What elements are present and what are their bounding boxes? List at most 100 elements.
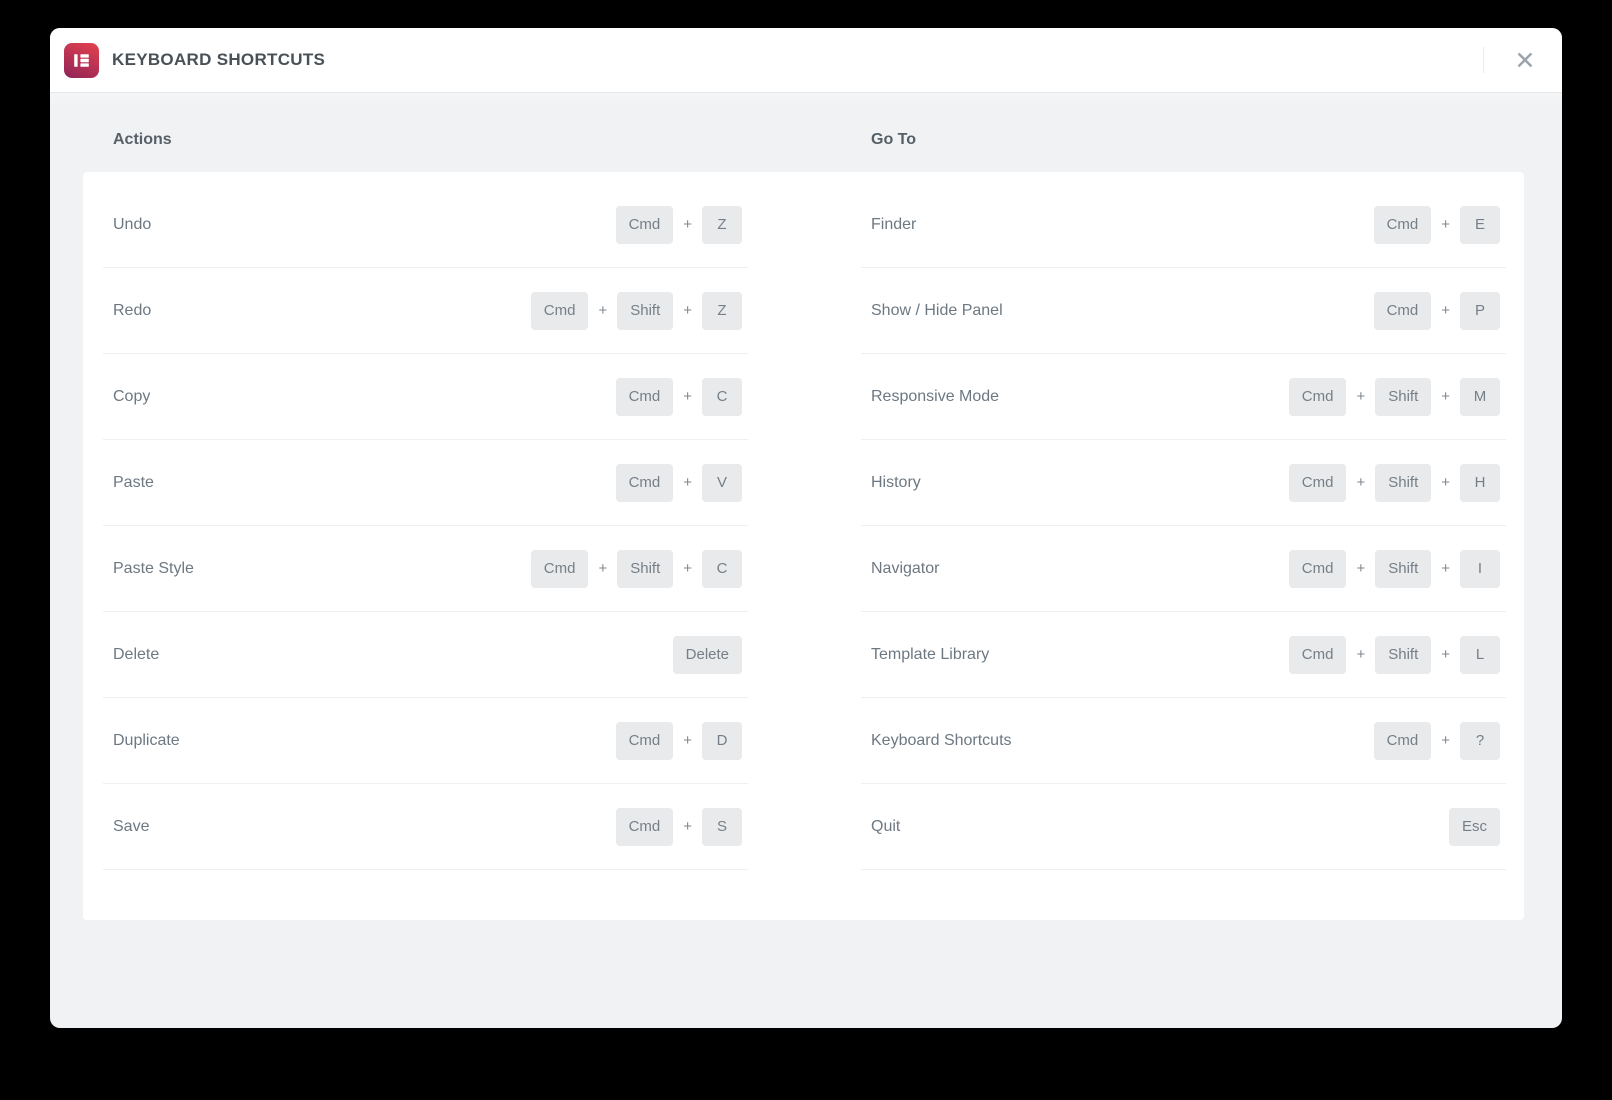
shortcut-row: Keyboard Shortcuts Cmd +?: [861, 698, 1506, 784]
plus-separator: +: [1441, 646, 1450, 663]
plus-separator: +: [1356, 646, 1366, 663]
dialog-header: KEYBOARD SHORTCUTS ✕: [50, 28, 1562, 93]
plus-separator: +: [1441, 216, 1450, 233]
plus-separator: +: [1441, 302, 1450, 319]
key-cap: Z: [702, 205, 742, 244]
key-cap: Cmd: [615, 721, 674, 760]
shortcut-row: Duplicate Cmd + D: [103, 698, 748, 784]
shortcut-keys: Delete: [672, 635, 742, 674]
shortcut-keys: Cmd +?: [1373, 721, 1500, 760]
key-cap: M: [1460, 377, 1500, 416]
plus-separator: +: [1441, 388, 1450, 405]
shortcut-row: Responsive Mode Cmd + Shift + M: [861, 354, 1506, 440]
key-cap: I: [1460, 549, 1500, 588]
shortcuts-panel: Undo Cmd + Z Redo Cmd + Shift + Z Copy Cmd + C Paste Cm…: [83, 172, 1524, 920]
shortcut-keys: Cmd + S: [615, 807, 742, 846]
key-cap: Shift: [1375, 463, 1432, 502]
shortcut-keys: Esc: [1448, 807, 1500, 846]
shortcut-keys: Cmd + Shift + C: [530, 549, 742, 588]
shortcut-keys: Cmd + C: [615, 377, 742, 416]
shortcut-label: Paste: [113, 473, 154, 491]
shortcut-keys: Cmd + E: [1373, 205, 1500, 244]
goto-heading: Go To: [871, 131, 917, 148]
shortcut-label: Duplicate: [113, 731, 180, 749]
shortcut-label: Delete: [113, 645, 160, 663]
key-cap: Cmd: [1373, 205, 1432, 244]
key-cap: Z: [702, 291, 742, 330]
shortcut-label: Navigator: [871, 559, 940, 577]
shortcut-label: Paste Style: [113, 559, 194, 577]
key-cap: Shift: [1375, 549, 1432, 588]
shortcut-label: Quit: [871, 817, 901, 835]
key-cap: Cmd: [1373, 291, 1432, 330]
shortcut-row: Navigator Cmd + Shift + I: [861, 526, 1506, 612]
plus-separator: +: [598, 560, 608, 577]
key-cap: D: [702, 721, 742, 760]
shortcut-keys: Cmd + Shift + I: [1288, 549, 1500, 588]
shortcut-keys: Cmd + V: [615, 463, 742, 502]
dialog-body: Actions Go To Undo Cmd + Z Redo Cmd + Shift + Z Co…: [50, 93, 1562, 920]
shortcut-keys: Cmd + Shift + M: [1288, 377, 1500, 416]
shortcut-row: Show / Hide Panel Cmd + P: [861, 268, 1506, 354]
close-icon[interactable]: ✕: [1508, 43, 1542, 77]
shortcut-row: Quit Esc: [861, 784, 1506, 870]
plus-separator: +: [1356, 560, 1366, 577]
plus-separator: +: [683, 216, 692, 233]
shortcut-keys: Cmd + Z: [615, 205, 742, 244]
plus-separator: +: [683, 474, 692, 491]
key-cap: Cmd: [615, 377, 674, 416]
shortcut-row: Copy Cmd + C: [103, 354, 748, 440]
shortcut-keys: Cmd + D: [615, 721, 742, 760]
shortcut-label: Template Library: [871, 645, 990, 663]
plus-separator: +: [1356, 474, 1366, 491]
shortcut-keys: Cmd + Shift + H: [1288, 463, 1500, 502]
actions-heading: Actions: [113, 131, 172, 148]
actions-column: Undo Cmd + Z Redo Cmd + Shift + Z Copy Cmd + C Paste Cm…: [103, 182, 748, 870]
key-cap: Cmd: [1288, 635, 1347, 674]
plus-separator: +: [683, 818, 692, 835]
shortcut-row: Paste Style Cmd + Shift + C: [103, 526, 748, 612]
key-cap: S: [702, 807, 742, 846]
shortcut-row: History Cmd + Shift + H: [861, 440, 1506, 526]
goto-column: Finder Cmd + E Show / Hide Panel Cmd + P Respons…: [861, 182, 1506, 870]
key-cap: E: [1460, 205, 1500, 244]
key-cap: V: [702, 463, 742, 502]
plus-separator: +: [683, 388, 692, 405]
key-cap: Cmd: [615, 205, 674, 244]
key-cap: C: [702, 377, 742, 416]
shortcut-row: Template Library Cmd + Shift + L: [861, 612, 1506, 698]
shortcut-keys: Cmd + Shift + Z: [530, 291, 742, 330]
plus-separator: +: [1441, 560, 1450, 577]
shortcut-row: Finder Cmd + E: [861, 182, 1506, 268]
key-cap: Esc: [1448, 807, 1500, 846]
shortcut-label: Responsive Mode: [871, 387, 1000, 405]
shortcut-row: Redo Cmd + Shift + Z: [103, 268, 748, 354]
shortcut-keys: Cmd + P: [1373, 291, 1500, 330]
shortcut-label: Keyboard Shortcuts: [871, 731, 1012, 749]
key-cap: L: [1460, 635, 1500, 674]
shortcut-row: Paste Cmd + V: [103, 440, 748, 526]
key-cap: Cmd: [530, 549, 589, 588]
key-cap: Cmd: [615, 463, 674, 502]
key-cap: Cmd: [615, 807, 674, 846]
plus-separator: +: [1441, 474, 1450, 491]
plus-separator: +: [683, 560, 692, 577]
shortcut-row: Delete Delete: [103, 612, 748, 698]
key-cap: Shift: [617, 549, 674, 588]
column-headings: Actions Go To: [83, 93, 1524, 172]
shortcut-label: Show / Hide Panel: [871, 301, 1003, 319]
key-cap: ?: [1460, 721, 1500, 760]
shortcut-row: Undo Cmd + Z: [103, 182, 748, 268]
plus-separator: +: [1441, 732, 1450, 749]
key-cap: Delete: [672, 635, 742, 674]
shortcut-label: Redo: [113, 301, 152, 319]
shortcut-label: Save: [113, 817, 150, 835]
key-cap: P: [1460, 291, 1500, 330]
plus-separator: +: [683, 302, 692, 319]
key-cap: C: [702, 549, 742, 588]
shortcut-row: Save Cmd + S: [103, 784, 748, 870]
keyboard-shortcuts-dialog: KEYBOARD SHORTCUTS ✕ Actions Go To Undo C…: [50, 28, 1562, 1028]
key-cap: Cmd: [1288, 377, 1347, 416]
key-cap: H: [1460, 463, 1500, 502]
key-cap: Shift: [617, 291, 674, 330]
